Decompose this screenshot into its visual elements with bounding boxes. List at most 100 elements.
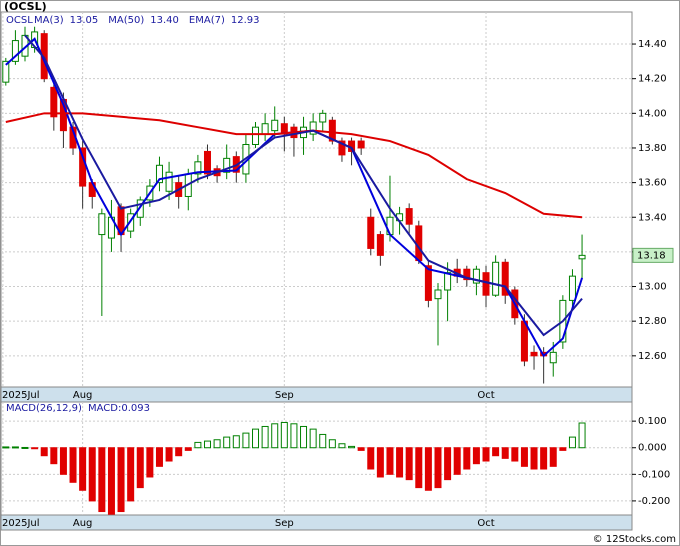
macd-bar <box>146 447 154 478</box>
date-strip <box>0 514 633 531</box>
candle-body <box>463 268 471 281</box>
x-tick-label: Sep <box>275 518 294 529</box>
candle-body <box>271 119 279 132</box>
x-tick-label: 2025Jul <box>2 518 40 529</box>
macd-label: MACD:0.093 <box>88 403 150 414</box>
macd-bar <box>463 447 471 470</box>
candle-body <box>376 234 384 256</box>
macd-bar <box>434 447 442 489</box>
candle-body <box>223 157 231 173</box>
macd-bar <box>328 439 336 449</box>
macd-bar <box>59 447 67 475</box>
macd-bar <box>117 447 125 513</box>
macd-bar <box>300 425 308 449</box>
chart-title: (OCSL) <box>4 0 47 13</box>
candle-body <box>530 351 538 357</box>
legend-value: 13.40 <box>150 15 179 26</box>
y-tick-label: -0.200 <box>638 496 670 507</box>
candle-body <box>357 140 365 149</box>
x-tick-label: Sep <box>275 390 294 401</box>
candle-body <box>309 121 317 135</box>
candle-body <box>165 171 173 192</box>
macd-bar <box>453 447 461 475</box>
macd-bar <box>338 443 346 449</box>
y-tick-label: 0.100 <box>638 416 667 427</box>
legend-name: MA(50) <box>108 15 144 26</box>
macd-bar <box>2 446 10 449</box>
macd-bar <box>184 447 192 451</box>
y-tick-label: 12.60 <box>638 351 667 362</box>
y-tick-label: 12.80 <box>638 316 667 327</box>
legend-name: EMA(7) <box>189 15 225 26</box>
candle-body <box>261 123 269 135</box>
candle-body <box>405 208 413 225</box>
x-tick-label: 2025Jul <box>2 390 40 401</box>
legend-value: 12.93 <box>231 15 260 26</box>
candle-body <box>252 126 260 146</box>
candle-body <box>50 86 58 118</box>
macd-bar <box>424 447 432 491</box>
macd-bar <box>242 432 250 449</box>
macd-bar <box>309 428 317 449</box>
macd-bar <box>79 447 87 491</box>
macd-bar <box>252 428 260 449</box>
macd-bar <box>386 447 394 475</box>
macd-bar <box>367 447 375 470</box>
macd-bar <box>405 447 413 481</box>
candle-body <box>155 164 163 184</box>
y-tick-label: 14.00 <box>638 108 667 119</box>
macd-bar <box>31 447 39 450</box>
candle-body <box>520 320 528 362</box>
macd-bar <box>559 447 567 451</box>
candle-body <box>444 272 452 291</box>
candle-body <box>549 351 557 364</box>
y-tick-label: 14.40 <box>638 39 667 50</box>
macd-bar <box>568 436 576 449</box>
macd-bar <box>280 421 288 449</box>
candle-body <box>194 161 202 175</box>
macd-bar <box>21 446 29 449</box>
candle-body <box>482 272 490 296</box>
ma-line <box>24 34 583 337</box>
candle-body <box>367 216 375 249</box>
macd-bar <box>11 446 19 449</box>
price-pane <box>0 11 633 388</box>
y-tick-label: 14.20 <box>638 74 667 85</box>
macd-bar <box>40 447 48 457</box>
macd-bar <box>511 447 519 462</box>
legend-symbol: OCSL <box>6 15 33 26</box>
macd-bar <box>127 447 135 502</box>
x-tick-label: Aug <box>73 390 93 401</box>
macd-title: MACD(26,12,9) <box>6 403 82 414</box>
y-tick-label: 13.80 <box>638 143 667 154</box>
candle-body <box>501 261 509 296</box>
macd-bar <box>194 441 202 449</box>
macd-bar <box>223 436 231 449</box>
macd-bar <box>107 447 115 515</box>
candle-body <box>492 261 500 296</box>
macd-bar <box>444 447 452 481</box>
macd-bar <box>472 447 480 465</box>
candle-body <box>11 40 19 62</box>
macd-bar <box>261 425 269 449</box>
x-tick-label: Aug <box>73 518 93 529</box>
y-tick-label: -0.100 <box>638 469 670 480</box>
candle-body <box>424 265 432 301</box>
macd-bar <box>203 440 211 449</box>
price-tag-label: 13.18 <box>637 250 666 261</box>
macd-bar <box>520 447 528 467</box>
candle-body <box>98 213 106 236</box>
macd-bar <box>155 447 163 467</box>
candle-body <box>578 254 586 260</box>
macd-bar <box>348 445 356 449</box>
macd-bar <box>165 447 173 462</box>
macd-bar <box>319 433 327 449</box>
macd-bar <box>175 447 183 457</box>
macd-bar <box>578 422 586 449</box>
macd-bar <box>376 447 384 478</box>
macd-bar <box>88 447 96 502</box>
macd-bar <box>290 423 298 449</box>
candle-body <box>434 289 442 300</box>
legend-value: 13.05 <box>70 15 99 26</box>
macd-bar <box>530 447 538 470</box>
